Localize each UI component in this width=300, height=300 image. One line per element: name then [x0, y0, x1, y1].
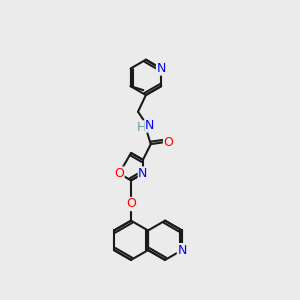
Text: H: H — [136, 121, 146, 134]
Text: N: N — [177, 244, 187, 256]
Text: O: O — [164, 136, 173, 148]
Text: O: O — [126, 197, 136, 211]
Text: N: N — [157, 62, 166, 75]
Text: O: O — [114, 167, 124, 180]
Text: N: N — [145, 119, 154, 132]
Text: N: N — [138, 167, 148, 180]
